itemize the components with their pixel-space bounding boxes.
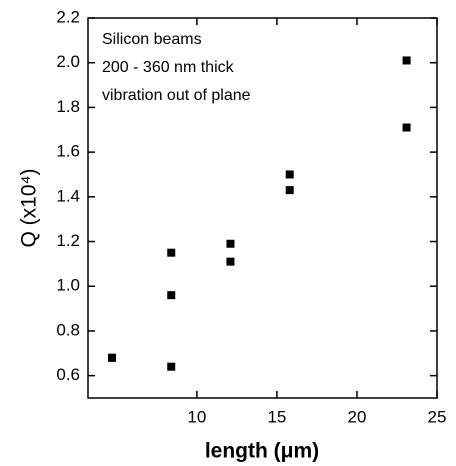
y-tick-label: 2.0 <box>56 52 80 71</box>
point <box>226 239 235 248</box>
point <box>402 123 411 132</box>
y-axis-label: Q (x10⁴) <box>18 168 41 247</box>
annotation: 200 - 360 nm thick <box>102 59 235 76</box>
annotation: Silicon beams <box>102 31 202 48</box>
y-tick-label: 1.0 <box>56 276 80 295</box>
x-tick-label: 25 <box>428 407 447 426</box>
y-tick-label: 0.8 <box>56 320 80 339</box>
point <box>167 248 176 257</box>
y-tick-label: 1.8 <box>56 97 80 116</box>
point <box>402 56 411 65</box>
x-tick-label: 15 <box>267 407 286 426</box>
y-tick-label: 0.6 <box>56 365 80 384</box>
point <box>226 257 235 266</box>
y-tick-label: 2.2 <box>56 7 80 26</box>
point <box>108 353 117 362</box>
plot-frame <box>87 17 438 399</box>
x-axis-label: length (μm) <box>205 440 319 463</box>
y-tick-label: 1.4 <box>56 186 80 205</box>
y-tick-label: 1.2 <box>56 231 80 250</box>
point <box>285 186 294 195</box>
x-tick-label: 10 <box>187 407 206 426</box>
annotation: vibration out of plane <box>102 87 251 104</box>
y-tick-label: 1.6 <box>56 142 80 161</box>
point <box>167 291 176 300</box>
x-tick-label: 20 <box>347 407 366 426</box>
point <box>167 362 176 371</box>
point <box>285 170 294 179</box>
